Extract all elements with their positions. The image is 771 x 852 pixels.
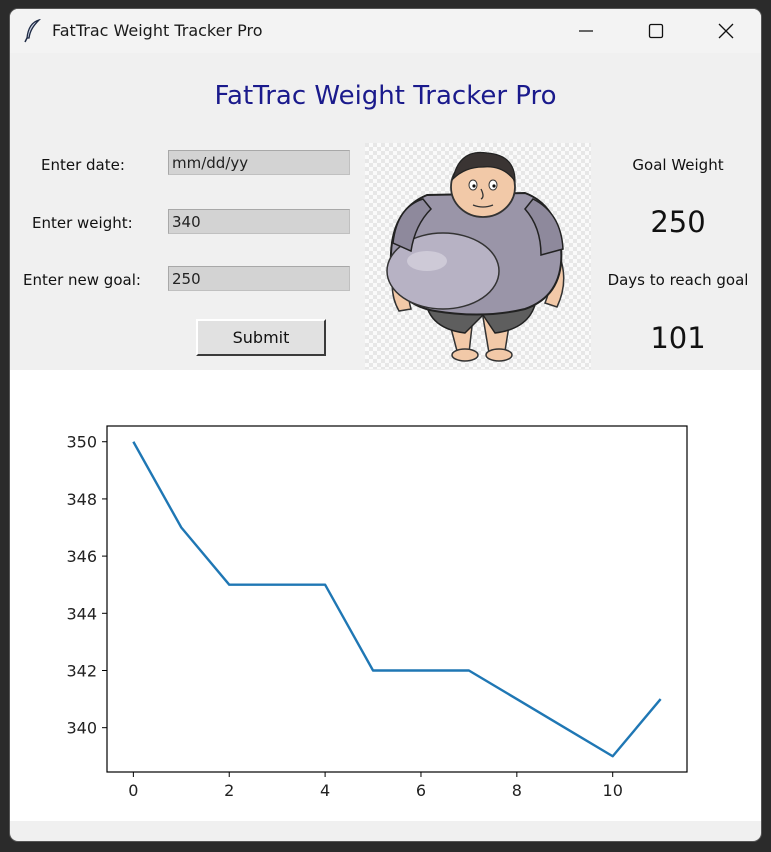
minimize-icon <box>579 30 593 32</box>
maximize-icon <box>648 23 664 39</box>
x-tick-label: 8 <box>512 781 522 800</box>
x-tick-label: 2 <box>224 781 234 800</box>
goal-weight-value: 250 <box>650 205 706 239</box>
y-tick-label: 342 <box>66 661 97 680</box>
x-tick-label: 6 <box>416 781 426 800</box>
weight-chart: 0 2 4 6 8 10 340 342 344 346 348 350 <box>10 370 761 821</box>
y-tick-label: 344 <box>66 604 97 623</box>
days-to-goal-value: 101 <box>650 321 706 355</box>
date-input[interactable] <box>168 150 350 175</box>
x-tick-label: 10 <box>603 781 623 800</box>
close-button[interactable] <box>691 9 761 53</box>
date-label: Enter date: <box>41 156 125 174</box>
y-tick-label: 340 <box>66 719 97 738</box>
goal-input[interactable] <box>168 266 350 291</box>
days-to-goal-label: Days to reach goal <box>607 271 749 289</box>
weight-chart-svg: 0 2 4 6 8 10 340 342 344 346 348 350 <box>66 425 688 800</box>
x-tick-label: 4 <box>320 781 330 800</box>
app-heading: FatTrac Weight Tracker Pro <box>214 81 557 111</box>
app-window: FatTrac Weight Tracker Pro FatTrac Weigh… <box>10 9 761 841</box>
weight-input[interactable] <box>168 209 350 234</box>
submit-button[interactable]: Submit <box>196 319 326 356</box>
weight-series-line <box>132 441 662 758</box>
minimize-button[interactable] <box>551 9 621 53</box>
weight-label: Enter weight: <box>32 214 133 232</box>
feather-icon <box>24 18 42 43</box>
plot-frame <box>106 425 688 773</box>
x-tick-label: 0 <box>128 781 138 800</box>
y-tick-label: 346 <box>66 547 97 566</box>
y-tick-label: 348 <box>66 490 97 509</box>
close-icon <box>718 23 734 39</box>
y-tick-label: 350 <box>66 433 97 452</box>
goal-weight-label: Goal Weight <box>632 156 724 174</box>
mascot-image <box>365 143 591 369</box>
window-title: FatTrac Weight Tracker Pro <box>52 21 263 40</box>
maximize-button[interactable] <box>621 9 691 53</box>
goal-label: Enter new goal: <box>23 271 141 289</box>
title-bar[interactable]: FatTrac Weight Tracker Pro <box>10 9 761 53</box>
